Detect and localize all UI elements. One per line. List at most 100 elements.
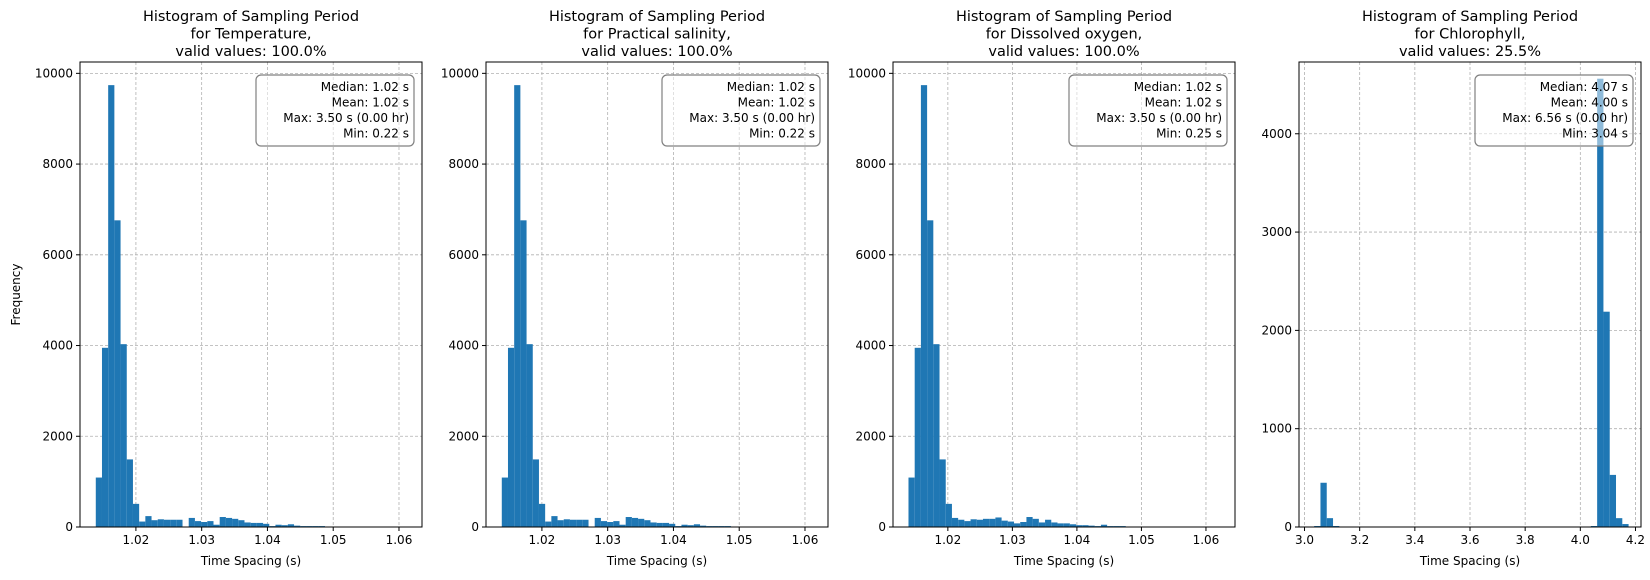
y-tick-label: 8000: [855, 157, 886, 171]
y-tick-label: 3000: [1261, 225, 1292, 239]
y-tick-label: 0: [1284, 520, 1292, 534]
histogram-bar: [951, 517, 959, 527]
histogram-bar: [157, 519, 164, 527]
histogram-bar: [114, 220, 121, 527]
histogram-bar: [232, 518, 239, 527]
histogram-bar: [219, 517, 226, 527]
histogram-bar: [256, 522, 264, 527]
stats-box-line: Mean: 1.02 s: [738, 96, 815, 110]
y-tick-label: 4000: [855, 339, 886, 353]
histogram-bar: [613, 521, 620, 527]
histogram-bar: [619, 524, 626, 527]
chart-title-line: Histogram of Sampling Period: [549, 9, 765, 25]
chart-title-line: for Dissolved oxygen,: [986, 27, 1143, 43]
stats-box: [1474, 74, 1634, 147]
x-tick-label: 1.04: [1064, 533, 1091, 547]
chart-title-line: valid values: 100.0%: [581, 44, 732, 60]
y-tick-label: 6000: [42, 248, 73, 262]
histogram-bar: [908, 477, 915, 527]
x-tick-label: 1.06: [386, 533, 413, 547]
histogram-bar: [1622, 524, 1629, 527]
histogram-bar: [1609, 474, 1617, 527]
histogram-bar: [95, 477, 102, 527]
x-tick-label: 3.0: [1295, 533, 1314, 547]
histogram-bar: [600, 521, 608, 527]
axes-frame: [892, 61, 1236, 528]
y-tick-label: 4000: [1261, 127, 1292, 141]
histogram-bar: [244, 522, 251, 527]
axes-frame: [79, 61, 423, 528]
histogram-bar: [1100, 524, 1108, 527]
x-tick-label: 1.05: [1128, 533, 1155, 547]
x-tick-label: 4.2: [1626, 533, 1645, 547]
y-tick-label: 6000: [448, 248, 479, 262]
stats-box-line: Min: 0.25 s: [1156, 127, 1222, 141]
histogram-bar: [631, 517, 639, 527]
histogram-bar: [1026, 517, 1033, 527]
chart-title-line: for Temperature,: [190, 27, 311, 43]
histogram-bar: [933, 344, 940, 527]
histogram-bar: [669, 523, 676, 527]
axes-frame: [485, 61, 829, 528]
histogram-bar: [281, 525, 288, 527]
histogram-bar: [1320, 482, 1327, 527]
y-tick-label: 6000: [855, 248, 886, 262]
histogram-bar: [945, 503, 952, 527]
x-tick-label: 1.03: [594, 533, 621, 547]
histogram-bar: [650, 522, 657, 527]
histogram-bar: [625, 517, 632, 527]
histogram-bar: [194, 521, 202, 527]
stats-box-line: Max: 3.50 s (0.00 hr): [689, 111, 815, 125]
histogram-bar: [1057, 523, 1064, 527]
histogram-bar: [576, 519, 583, 527]
histogram-bar: [569, 519, 577, 527]
histogram-bar: [1051, 522, 1058, 527]
stats-box: [1068, 74, 1228, 147]
histogram-bar: [287, 524, 295, 527]
histogram-bar: [1603, 311, 1610, 527]
chart-title-line: valid values: 100.0%: [175, 44, 326, 60]
x-tick-label: 1.06: [792, 533, 819, 547]
histogram-bar: [1020, 522, 1027, 527]
stats-box-line: Median: 1.02 s: [321, 80, 409, 94]
y-tick-label: 2000: [448, 429, 479, 443]
x-tick-label: 3.2: [1350, 533, 1369, 547]
histogram-bar: [188, 517, 195, 527]
y-tick-label: 2000: [855, 429, 886, 443]
histogram-bar: [545, 521, 552, 527]
y-tick-label: 0: [65, 520, 73, 534]
histogram-bar: [108, 85, 115, 527]
histogram-bar: [126, 459, 133, 527]
stats-box-line: Max: 6.56 s (0.00 hr): [1502, 111, 1628, 125]
subplot-3: 1.02 1.03 1.04 1.05 1.06 0 2000 4000 6000 8000 100…: [848, 9, 1236, 568]
histogram-bar: [151, 520, 158, 527]
histogram-bar: [275, 524, 282, 527]
x-tick-label: 1.02: [529, 533, 556, 547]
histogram-bar: [514, 85, 521, 527]
chart-title-line: valid values: 100.0%: [988, 44, 1139, 60]
histogram-bar: [532, 459, 539, 527]
histogram-bar: [145, 516, 152, 527]
x-axis-label: Time Spacing (s): [606, 554, 707, 568]
subplot-2: 1.02 1.03 1.04 1.05 1.06 0 2000 4000 6000 8000 100…: [441, 9, 829, 568]
histogram-bar: [1076, 525, 1083, 527]
x-tick-label: 1.05: [726, 533, 753, 547]
x-tick-label: 3.6: [1460, 533, 1479, 547]
histogram-bar: [294, 525, 301, 527]
stats-box-line: Median: 4.07 s: [1540, 80, 1628, 94]
x-axis-label: Time Spacing (s): [200, 554, 301, 568]
histogram-bar: [656, 522, 663, 527]
histogram-bar: [1069, 524, 1077, 527]
histogram-bar: [582, 519, 589, 527]
histogram-bar: [225, 517, 233, 527]
histogram-bar: [920, 85, 928, 527]
x-tick-label: 1.02: [934, 533, 961, 547]
histogram-bar: [958, 519, 965, 527]
stats-box-line: Min: 0.22 s: [749, 127, 815, 141]
histogram-bar: [1014, 523, 1021, 527]
histogram-bar: [201, 522, 208, 527]
x-tick-label: 1.05: [320, 533, 347, 547]
y-tick-label: 10000: [35, 66, 73, 80]
stats-box: [661, 74, 821, 147]
